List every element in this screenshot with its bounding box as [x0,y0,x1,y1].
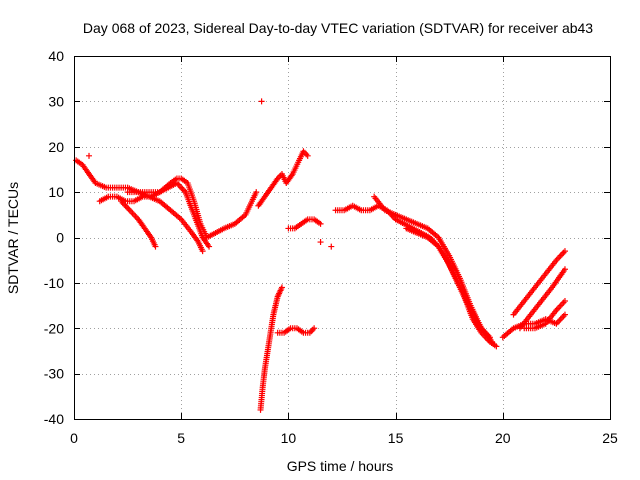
data-point [278,284,285,291]
series-track-e [257,284,285,413]
chart-title: Day 068 of 2023, Sidereal Day-to-day VTE… [83,20,593,36]
x-tick-labels: 0 5 10 15 20 25 [70,430,618,446]
data-point [561,266,568,273]
y-tick-label: -20 [44,320,64,336]
series-track-h [285,216,324,232]
y-tick-label: 30 [48,93,64,109]
series-track-m [510,248,568,318]
data-point [328,243,335,250]
data-point [317,220,324,227]
y-tick-label: -10 [44,275,64,291]
data-point [304,152,311,159]
series-outliers [86,98,335,250]
y-tick-label: 40 [48,48,64,64]
y-axis-label: SDTVAR / TECUs [5,182,21,294]
series-track-l [499,311,568,341]
data-point [489,338,496,345]
data-point [561,311,568,318]
data-point [258,98,265,105]
series-track-g [274,325,318,336]
data-point [311,325,318,332]
data-point [199,248,206,255]
tick-layer [74,56,611,420]
y-tick-label: -40 [44,411,64,427]
data-point [493,343,500,350]
data-point [561,298,568,305]
x-tick-label: 5 [177,430,185,446]
data-point [486,334,493,341]
y-tick-label: 0 [56,230,64,246]
y-tick-labels: -40 -30 -20 -10 0 10 20 30 40 [44,48,64,427]
data-layer [73,98,568,413]
series-track-c [118,198,159,250]
x-tick-label: 15 [388,430,404,446]
x-tick-label: 25 [602,430,618,446]
x-axis-label: GPS time / hours [287,458,394,474]
data-point [152,243,159,250]
x-tick-label: 10 [281,430,297,446]
series-track-n [516,266,568,332]
series-track-f [255,148,311,209]
y-tick-label: -30 [44,366,64,382]
x-tick-label: 20 [495,430,511,446]
series-track-d [124,189,206,255]
series-track-o [521,298,568,332]
data-point [317,239,324,246]
y-tick-label: 20 [48,139,64,155]
data-point [253,189,260,196]
grid-layer [74,56,610,419]
series-track-k [403,225,493,341]
data-point [561,248,568,255]
x-tick-label: 0 [70,430,78,446]
y-tick-label: 10 [48,184,64,200]
data-point [86,152,93,159]
data-point [206,243,213,250]
